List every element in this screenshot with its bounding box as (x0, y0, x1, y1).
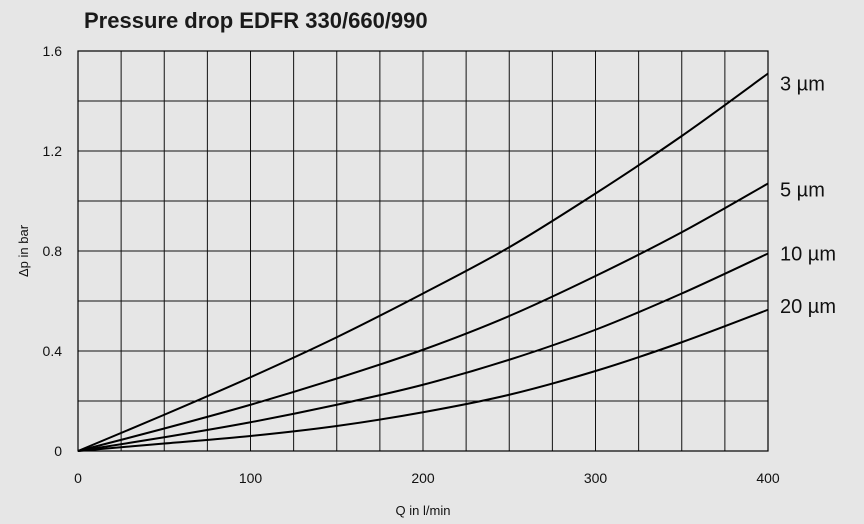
y-tick-label: 1.2 (43, 143, 63, 159)
series-line (77, 252, 769, 452)
x-axis-label: Q in l/min (396, 503, 451, 518)
series-line (77, 72, 769, 452)
y-tick-label: 1.6 (43, 43, 63, 59)
series-label: 5 µm (780, 180, 825, 202)
series-line (77, 308, 769, 452)
series-label: 10 µm (780, 244, 836, 266)
x-tick-label: 200 (411, 470, 435, 486)
y-tick-label: 0 (54, 443, 62, 459)
y-tick-label: 0.4 (43, 343, 63, 359)
x-tick-label: 300 (584, 470, 608, 486)
series-labels: 3 µm 5 µm 10 µm 20 µm (780, 74, 836, 318)
chart-title: Pressure drop EDFR 330/660/990 (84, 8, 428, 33)
series-label: 20 µm (780, 296, 836, 318)
plot-frame (77, 50, 769, 452)
y-tick-label: 0.8 (43, 243, 63, 259)
x-tick-label: 0 (74, 470, 82, 486)
x-tick-label: 100 (239, 470, 263, 486)
y-axis-label: Δp in bar (16, 224, 31, 277)
tick-labels: 0 100 200 300 400 0 0.4 0.8 1.2 1.6 (43, 43, 780, 486)
series-lines (77, 72, 769, 452)
series-label: 3 µm (780, 74, 825, 96)
plot-grid (77, 50, 769, 452)
x-tick-label: 400 (756, 470, 780, 486)
series-line (77, 182, 769, 452)
